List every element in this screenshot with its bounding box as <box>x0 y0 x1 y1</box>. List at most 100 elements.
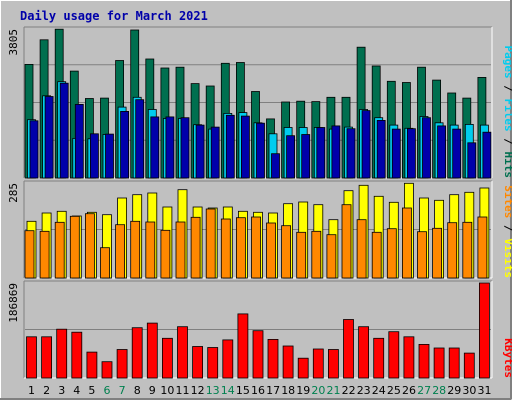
x-tick-label: 7 <box>119 384 126 397</box>
x-tick-label: 5 <box>88 384 95 397</box>
bar-pages-31 <box>482 131 492 179</box>
bar-kbytes-20 <box>312 348 324 379</box>
bar-kbytes-18 <box>282 345 294 379</box>
bar-pages-23 <box>361 110 371 179</box>
x-tick-label: 17 <box>266 384 280 397</box>
bar-kbytes-13 <box>207 347 219 379</box>
bar-pages-2 <box>44 96 54 179</box>
bar-sites-6 <box>100 247 110 279</box>
bar-pages-24 <box>376 120 386 179</box>
x-tick-label: 30 <box>462 384 476 397</box>
x-tick-label: 29 <box>447 384 461 397</box>
bar-kbytes-10 <box>161 337 173 379</box>
bar-kbytes-1 <box>26 336 37 379</box>
bar-sites-13 <box>205 208 216 279</box>
panel-visits-sites: 285 Sites / Visits <box>7 180 512 279</box>
bar-sites-20 <box>311 230 322 279</box>
bar-kbytes-11 <box>177 326 188 379</box>
legend-sites: Sites <box>502 185 512 218</box>
bar-pages-12 <box>195 124 205 179</box>
bar-pages-1 <box>29 120 39 179</box>
x-tick-label: 9 <box>149 384 156 397</box>
x-tick-label: 25 <box>387 384 401 397</box>
bar-kbytes-9 <box>146 322 158 379</box>
x-tick-label: 13 <box>206 384 220 397</box>
bar-pages-10 <box>165 116 175 179</box>
bar-sites-11 <box>175 221 186 279</box>
bar-sites-10 <box>160 229 171 279</box>
bar-pages-15 <box>240 115 250 179</box>
bar-kbytes-3 <box>56 328 68 379</box>
bar-kbytes-2 <box>41 336 52 379</box>
bar-kbytes-4 <box>71 331 83 379</box>
bar-sites-18 <box>281 225 292 279</box>
bar-pages-28 <box>437 125 447 179</box>
bar-pages-29 <box>452 128 462 179</box>
x-tick-label: 22 <box>342 384 356 397</box>
bar-sites-15 <box>235 217 246 279</box>
bar-sites-3 <box>54 221 65 279</box>
bar-pages-18 <box>286 135 296 179</box>
bar-pages-25 <box>391 128 401 179</box>
legend-pages: Pages <box>502 46 512 79</box>
bar-kbytes-30 <box>463 352 475 379</box>
bar-pages-30 <box>467 142 477 179</box>
bar-pages-14 <box>225 114 235 179</box>
y-max-label: 285 <box>7 183 20 203</box>
series-legend: Sites / Visits <box>502 185 512 278</box>
bar-sites-30 <box>462 221 473 279</box>
legend-hits: Hits <box>502 152 512 179</box>
bar-kbytes-5 <box>86 351 98 379</box>
x-tick-label: 24 <box>372 384 386 397</box>
x-tick-label: 1 <box>28 384 35 397</box>
bar-sites-24 <box>371 231 382 279</box>
bar-sites-25 <box>386 228 397 279</box>
x-tick-label: 28 <box>432 384 446 397</box>
bar-kbytes-16 <box>252 330 264 379</box>
series-legend: Pages / Files / Hits <box>502 46 512 179</box>
x-tick-label: 10 <box>160 384 174 397</box>
bar-pages-22 <box>346 128 356 179</box>
bar-sites-8 <box>130 220 141 279</box>
bar-sites-2 <box>39 230 50 279</box>
bar-pages-4 <box>74 104 84 179</box>
bar-kbytes-24 <box>373 337 385 379</box>
bar-kbytes-23 <box>358 326 370 379</box>
bar-sites-19 <box>296 231 307 279</box>
bar-sites-23 <box>356 219 367 279</box>
bar-kbytes-26 <box>403 336 415 379</box>
bar-kbytes-6 <box>101 361 113 379</box>
x-tick-label: 8 <box>134 384 141 397</box>
bar-kbytes-25 <box>388 331 400 379</box>
bar-pages-5 <box>90 133 99 179</box>
x-tick-label: 26 <box>402 384 416 397</box>
bar-kbytes-15 <box>237 313 249 379</box>
bar-pages-7 <box>120 111 129 179</box>
bar-kbytes-14 <box>222 339 234 379</box>
x-tick-label: 31 <box>478 384 492 397</box>
x-tick-label: 19 <box>296 384 310 397</box>
panel-pages-files-hits: 3805 Pages / Files / Hits <box>7 26 512 179</box>
bar-kbytes-28 <box>433 347 445 379</box>
bar-sites-31 <box>477 216 488 279</box>
bar-kbytes-12 <box>192 346 204 379</box>
bar-pages-3 <box>59 82 69 179</box>
x-tick-label: 23 <box>357 384 371 397</box>
bar-pages-19 <box>301 134 311 179</box>
bar-kbytes-27 <box>418 343 430 379</box>
bar-sites-7 <box>115 224 125 279</box>
bar-kbytes-31 <box>478 282 490 379</box>
bar-kbytes-17 <box>267 338 279 379</box>
bar-pages-6 <box>105 133 114 179</box>
x-tick-label: 12 <box>191 384 205 397</box>
legend-kbytes: KBytes <box>502 338 512 378</box>
bar-pages-13 <box>210 126 220 179</box>
bar-pages-8 <box>135 99 145 179</box>
x-tick-label: 16 <box>251 384 265 397</box>
x-tick-label: 2 <box>43 384 50 397</box>
bar-kbytes-8 <box>131 327 143 379</box>
x-tick-label: 6 <box>104 384 111 397</box>
bar-pages-26 <box>406 128 416 179</box>
bar-kbytes-19 <box>297 357 309 379</box>
